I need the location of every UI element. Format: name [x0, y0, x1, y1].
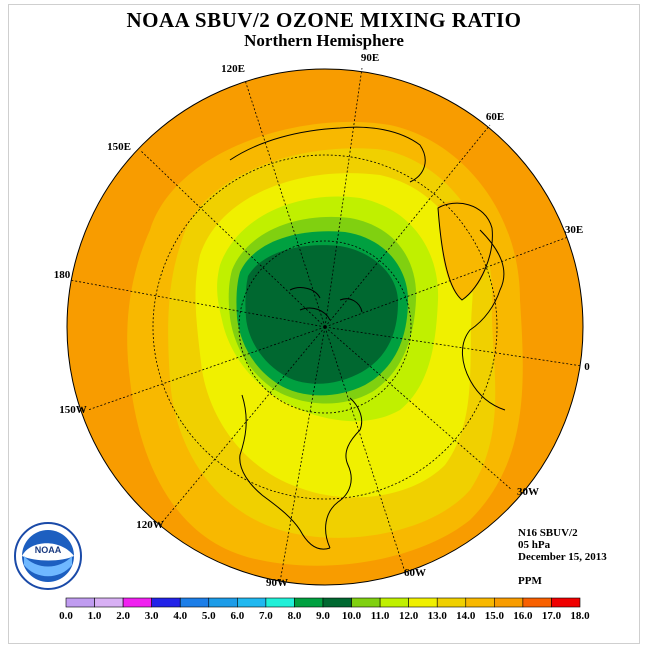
colorbar-tick-label: 17.0 [542, 610, 562, 622]
coast-north-america [239, 394, 363, 550]
colorbar-swatch [351, 597, 381, 608]
label-120e: 120E [221, 63, 245, 75]
coast-europe [462, 229, 506, 411]
colorbar-swatch [408, 597, 438, 608]
label-90e: 90E [361, 52, 379, 64]
graticule [69, 67, 583, 583]
colorbar-swatch [294, 597, 324, 608]
colorbar-swatch [237, 597, 267, 608]
land-greenland-patch [438, 200, 493, 300]
label-60w: 60W [404, 567, 426, 579]
label-0: 0 [584, 361, 590, 373]
info-instrument: N16 SBUV/2 [518, 527, 578, 539]
info-level: 05 hPa [518, 539, 551, 551]
colorbar-tick-label: 8.0 [288, 610, 302, 622]
colorbar-tick-label: 5.0 [202, 610, 216, 622]
colorbar-swatch [265, 597, 295, 608]
colorbar-tick-label: 7.0 [259, 610, 273, 622]
noaa-logo-text: NOAA [35, 545, 62, 555]
colorbar-swatch [65, 597, 95, 608]
label-30e: 30E [565, 224, 583, 236]
colorbar-swatch [122, 597, 152, 608]
colorbar-tick-label: 11.0 [371, 610, 390, 622]
colorbar-tick-label: 6.0 [230, 610, 244, 622]
colorbar: 0.0 1.0 2.0 3.0 4.0 5.0 6.0 7.0 8.0 9.0 10.0 11.0 12… [59, 597, 590, 622]
globe-outline [66, 68, 584, 586]
contour-8ppm [245, 245, 398, 384]
colorbar-tick-label: 4.0 [173, 610, 187, 622]
colorbar-swatch [379, 597, 409, 608]
label-60e: 60E [486, 111, 504, 123]
colorbar-tick-label: 16.0 [513, 610, 533, 622]
noaa-logo: NOAA [14, 522, 82, 590]
colorbar-tick-label: 13.0 [428, 610, 448, 622]
colorbar-tick-label: 1.0 [88, 610, 102, 622]
label-180: 180 [54, 269, 71, 281]
coastlines [229, 126, 506, 550]
colorbar-swatch [494, 597, 524, 608]
colorbar-tick-label: 18.0 [570, 610, 590, 622]
colorbar-swatch [522, 597, 552, 608]
colorbar-swatch [208, 597, 238, 608]
colorbar-swatch [322, 597, 352, 608]
colorbar-tick-label: 14.0 [456, 610, 476, 622]
colorbar-tick-label: 0.0 [59, 610, 73, 622]
label-30w: 30W [517, 486, 539, 498]
colorbar-swatch [551, 597, 581, 608]
coast-arctic-islands [289, 287, 363, 321]
label-150w: 150W [59, 404, 87, 416]
colorbar-swatch [151, 597, 181, 608]
label-150e: 150E [107, 141, 131, 153]
colorbar-swatch [465, 597, 495, 608]
colorbar-tick-label: 3.0 [145, 610, 159, 622]
colorbar-swatch [436, 597, 467, 608]
colorbar-swatch [179, 597, 210, 608]
label-120w: 120W [136, 519, 164, 531]
colorbar-tick-label: 15.0 [485, 610, 505, 622]
colorbar-tick-label: 2.0 [116, 610, 130, 622]
map-subtitle: Northern Hemisphere [244, 31, 404, 50]
colorbar-tick-label: 12.0 [399, 610, 419, 622]
coast-asia [229, 126, 426, 183]
map-title: NOAA SBUV/2 OZONE MIXING RATIO [126, 8, 522, 32]
info-date: December 15, 2013 [518, 551, 607, 563]
colorbar-tick-label: 10.0 [342, 610, 362, 622]
info-units: PPM [518, 575, 542, 587]
colorbar-tick-label: 9.0 [316, 610, 330, 622]
coast-greenland [437, 202, 493, 301]
label-90w: 90W [266, 577, 288, 589]
colorbar-swatch [94, 597, 124, 608]
